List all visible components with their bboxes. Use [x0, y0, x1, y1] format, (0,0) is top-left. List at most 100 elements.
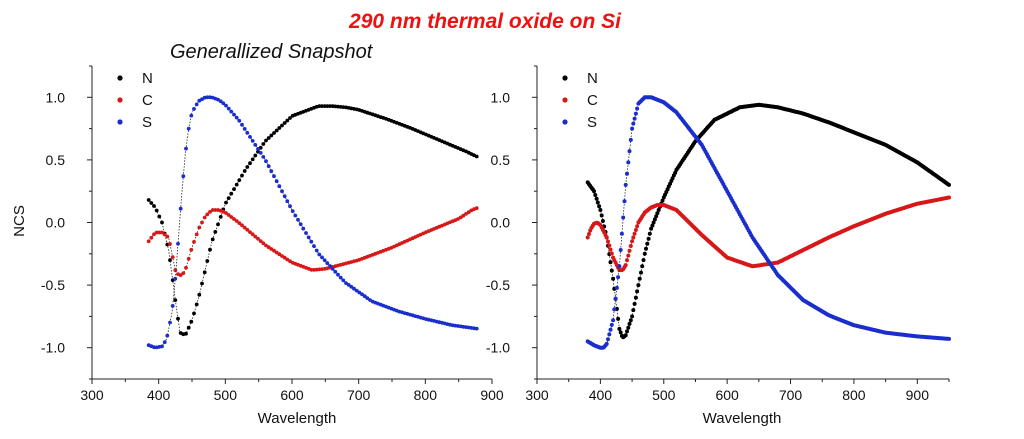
- data-point: [607, 243, 612, 248]
- data-point: [632, 231, 637, 236]
- data-point: [234, 182, 239, 187]
- data-point: [205, 259, 210, 263]
- data-point: [628, 244, 633, 248]
- data-point: [256, 147, 260, 151]
- series-S: [146, 95, 479, 350]
- data-point: [274, 179, 279, 184]
- data-point: [245, 131, 250, 135]
- data-point: [654, 214, 659, 219]
- data-point: [627, 248, 632, 253]
- y-tick-label: -0.5: [486, 277, 510, 293]
- data-point: [635, 224, 640, 229]
- data-point: [194, 232, 199, 237]
- x-tick-label: 400: [589, 387, 613, 403]
- data-point: [616, 316, 621, 321]
- data-point: [642, 251, 647, 256]
- data-point: [626, 253, 631, 258]
- data-point: [349, 284, 354, 289]
- series-C: [585, 195, 951, 273]
- data-point: [947, 195, 951, 200]
- data-point: [189, 247, 194, 252]
- data-point: [157, 214, 162, 219]
- data-point: [660, 198, 665, 203]
- data-point: [647, 231, 652, 236]
- x-tick-label: 600: [280, 387, 304, 403]
- data-point: [237, 221, 242, 226]
- data-point: [632, 116, 637, 121]
- data-point: [237, 118, 242, 123]
- legend: NCS: [562, 70, 598, 131]
- data-point: [253, 143, 258, 147]
- y-tick-label: 0.5: [491, 152, 511, 168]
- data-point: [644, 246, 648, 251]
- data-point: [272, 131, 276, 135]
- data-point: [248, 135, 252, 139]
- data-point: [625, 258, 629, 263]
- data-point: [154, 230, 159, 235]
- data-point: [186, 325, 191, 330]
- data-point: [149, 201, 154, 205]
- data-point: [330, 267, 335, 271]
- data-point: [160, 220, 164, 225]
- data-point: [325, 261, 330, 266]
- data-point: [184, 265, 188, 270]
- data-point: [344, 281, 348, 285]
- data-point: [585, 235, 590, 240]
- chart-1-xlabel: Wavelength: [258, 410, 337, 427]
- data-point: [253, 234, 258, 239]
- x-tick-label: 700: [779, 387, 803, 403]
- data-point: [258, 151, 263, 155]
- data-point: [461, 213, 466, 218]
- data-point: [639, 270, 643, 275]
- data-point: [194, 102, 199, 107]
- data-point: [594, 196, 599, 201]
- data-point: [288, 116, 292, 120]
- data-point: [189, 319, 194, 324]
- y-tick-label: -1.0: [486, 340, 510, 356]
- data-point: [218, 215, 223, 219]
- data-point: [168, 320, 172, 325]
- data-point: [617, 326, 622, 331]
- data-point: [160, 230, 164, 235]
- data-point: [600, 219, 605, 223]
- data-point: [362, 294, 367, 299]
- data-point: [242, 225, 247, 230]
- data-point: [266, 136, 271, 140]
- data-point: [317, 104, 322, 108]
- data-point: [282, 121, 287, 125]
- data-point: [306, 235, 311, 240]
- data-point: [200, 281, 204, 286]
- data-point: [618, 248, 623, 252]
- data-point: [234, 219, 239, 223]
- data-point: [264, 159, 268, 164]
- data-point: [272, 248, 276, 253]
- data-point: [234, 115, 239, 120]
- data-point: [365, 296, 370, 300]
- data-point: [630, 126, 635, 131]
- data-point: [325, 104, 330, 108]
- legend-label: C: [142, 92, 153, 109]
- data-point: [264, 138, 268, 143]
- data-point: [628, 137, 633, 142]
- data-point: [604, 341, 609, 346]
- series-S: [585, 95, 951, 350]
- data-point: [352, 286, 356, 291]
- data-point: [232, 187, 236, 192]
- data-point: [266, 164, 271, 169]
- data-point: [626, 160, 631, 165]
- data-point: [229, 109, 234, 114]
- data-point: [616, 275, 621, 280]
- data-point: [632, 301, 637, 306]
- data-point: [631, 121, 636, 126]
- data-point: [226, 213, 231, 217]
- data-point: [608, 247, 613, 252]
- data-point: [474, 206, 479, 211]
- data-point: [322, 258, 327, 263]
- data-point: [346, 283, 351, 287]
- data-point: [189, 113, 194, 118]
- data-point: [240, 122, 244, 127]
- data-point: [216, 222, 220, 227]
- data-point: [625, 171, 629, 176]
- data-point: [609, 322, 614, 327]
